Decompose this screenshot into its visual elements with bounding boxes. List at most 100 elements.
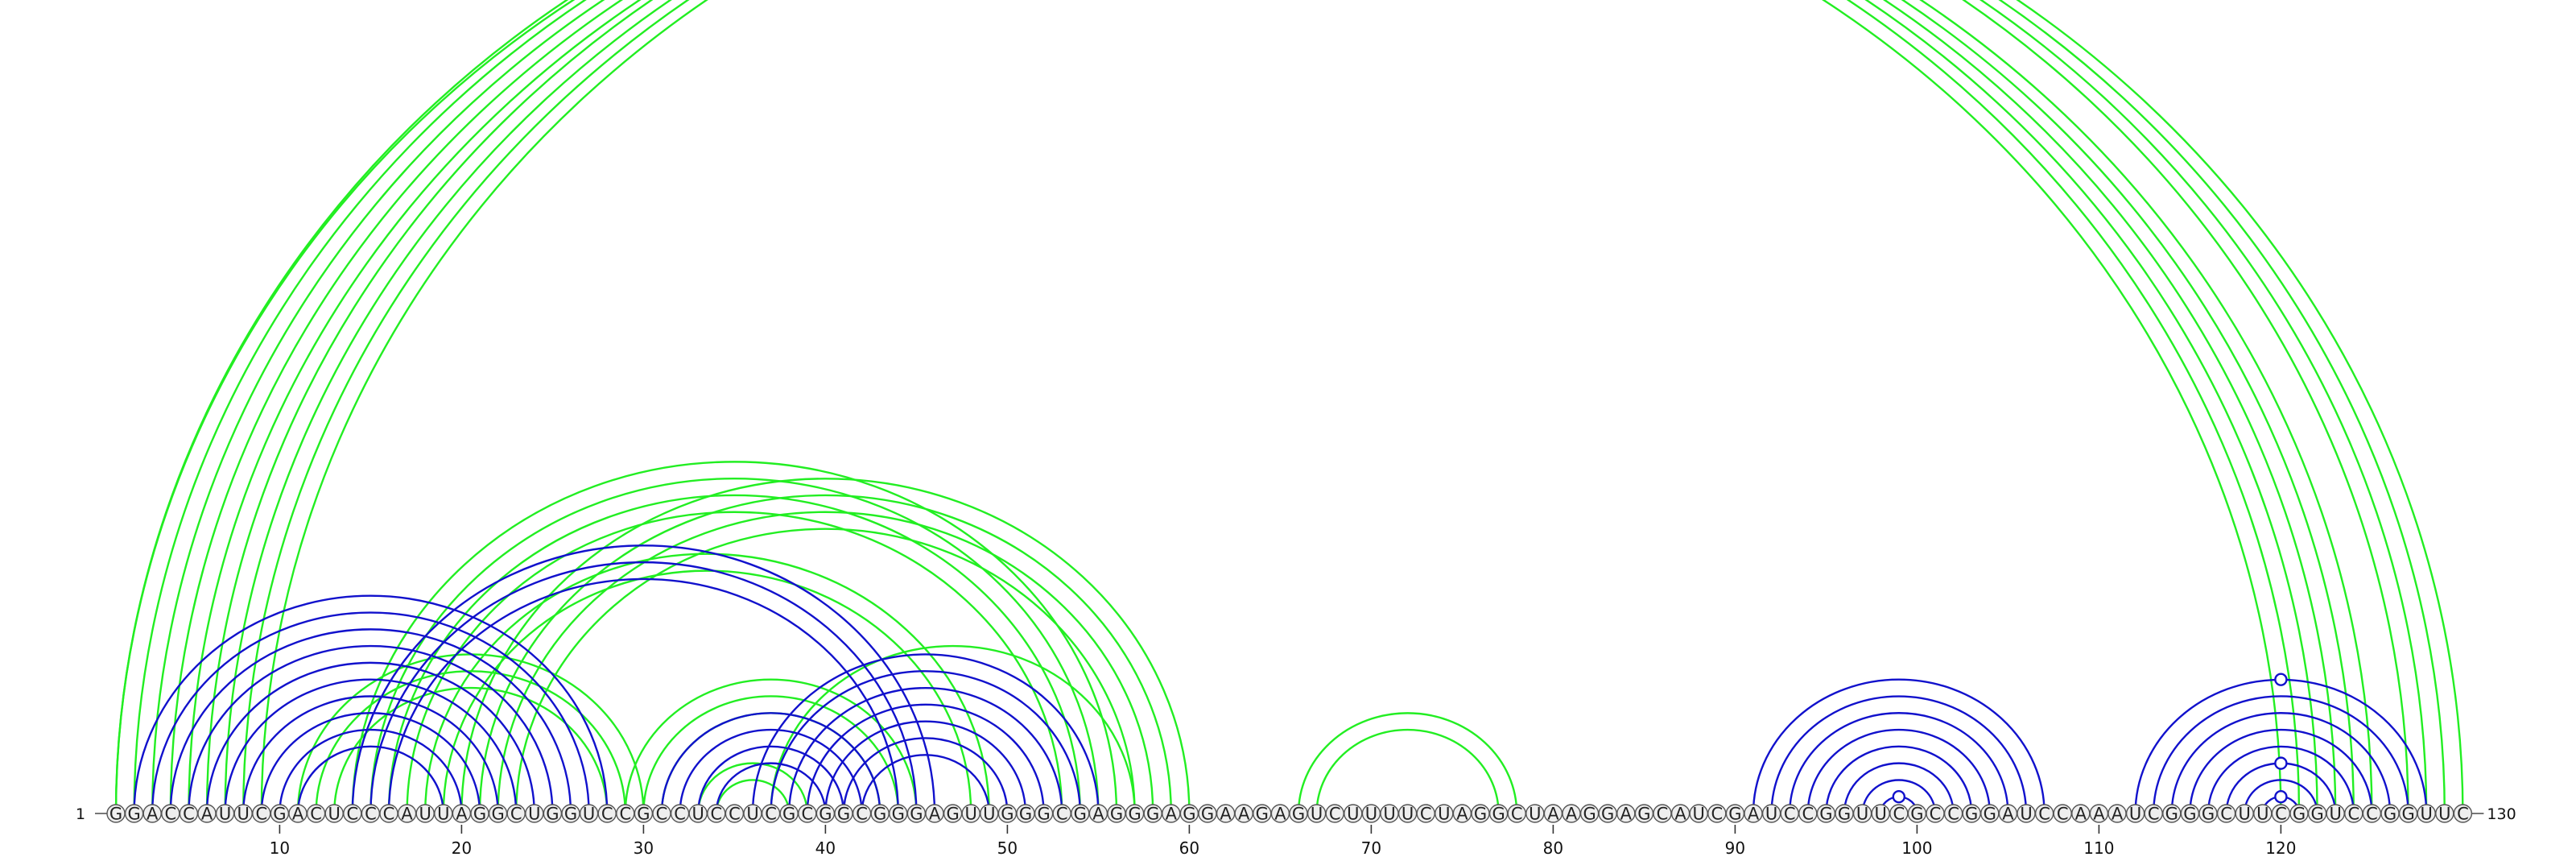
nucleotide-68: C [1325,804,1344,824]
nucleotide-126: G [2380,804,2400,824]
nucleotide-88: U [1689,804,1708,824]
nucleotide-letter: C [656,805,668,824]
blue-arc-5-25 [188,644,554,814]
nucleotide-letter: G [637,805,650,824]
nucleotide-letter: G [2310,805,2323,824]
nucleotide-letter: G [1001,805,1013,824]
nucleotide-letter: C [2220,805,2232,824]
nucleotide-7: U [215,804,235,824]
nucleotide-letter: G [873,805,886,824]
nucleotide-letter: G [2183,805,2196,824]
nucleotide-letter: G [546,805,559,824]
green-arc-30-44 [642,695,899,814]
green-arc-29-45 [624,678,918,814]
nucleotide-letter: U [746,805,758,824]
nucleotide-letter: C [1784,805,1796,824]
nucleotide-letter: C [2347,805,2359,824]
nucleotide-112: U [2125,804,2145,824]
nucleotide-letter: A [1238,805,1250,824]
nucleotide-letter: A [1566,805,1578,824]
nucleotide-93: C [1780,804,1799,824]
nucleotide-62: A [1216,804,1236,824]
nucleotide-letter: U [328,805,341,824]
nucleotide-letter: U [1402,805,1414,824]
nucleotide-letter: G [1128,805,1141,824]
nucleotide-46: A [925,804,944,824]
nucleotide-letter: U [2129,805,2141,824]
blue-arc-42-49 [861,754,990,814]
green-arc-2-122 [133,0,2318,814]
nucleotide-letter: C [2038,805,2050,824]
nucleotide-18: U [415,804,435,824]
blue-arc-37-54 [770,670,1081,814]
nucleotide-letter: C [1711,805,1723,824]
nucleotide-82: G [1579,804,1600,824]
nucleotide-letter: A [201,805,213,824]
nucleotide-42: C [852,804,872,824]
nucleotide-105: A [1998,804,2018,824]
nucleotide-96: G [1835,804,1854,824]
tick-label-110: 110 [2083,838,2114,857]
nucleotide-98: U [1871,804,1890,824]
nucleotide-letter: U [2256,805,2268,824]
nucleotide-58: G [1143,804,1162,824]
nucleotide-106: U [2017,804,2036,824]
nucleotide-letter: C [710,805,722,824]
nucleotide-111: A [2107,804,2127,824]
nucleotide-28: C [597,804,617,824]
blue-arc-40-51 [824,720,1027,814]
nucleotide-86: C [1653,804,1672,824]
blue-arc-94-104 [1806,728,1991,814]
blue-arc-115-125 [2189,728,2373,814]
nucleotide-letter: A [147,805,159,824]
nucleotide-26: G [561,804,580,824]
nucleotide-letter: G [2401,805,2414,824]
nucleotide-letter: A [2093,805,2105,824]
green-arc-22-58 [497,511,1154,814]
nucleotide-letter: G [1474,805,1487,824]
tick-label-120: 120 [2265,838,2296,857]
nucleotide-letter: G [273,805,286,824]
nucleotide-letter: G [1110,805,1123,824]
nucleotide-letter: U [1856,805,1868,824]
nucleotide-61: G [1198,804,1217,824]
green-arc-4-124 [169,0,2355,814]
nucleotide-127: G [2398,804,2418,824]
nucleotide-letter: G [2293,805,2306,824]
nucleotide-letter: A [929,805,941,824]
tick-label-50: 50 [997,838,1018,857]
blue-arc-95-103 [1825,745,1973,814]
nucleotide-letter: U [528,805,540,824]
blue-arc-116-124 [2207,745,2355,814]
nucleotide-52: G [1034,804,1054,824]
green-arc-6-127 [205,0,2409,814]
nucleotide-letter: U [1693,805,1705,824]
nucleotide-116: G [2198,804,2218,824]
blue-arc-97-101 [1861,779,1937,814]
green-arc-1-120 [114,0,2282,814]
nucleotide-110: A [2089,804,2109,824]
nucleotide-letter: G [1910,805,1923,824]
blue-arc-11-19 [296,745,444,814]
blue-arc-6-24 [205,661,535,814]
nucleotide-letter: G [1492,805,1505,824]
nucleotide-letter: U [2239,805,2251,824]
nucleotide-letter: U [1311,805,1323,824]
nucleotide-54: G [1071,804,1090,824]
nucleotide-16: C [379,804,398,824]
nucleotide-letter: U [1765,805,1777,824]
nucleotide-letter: A [2112,805,2124,824]
nucleotide-letter: C [729,805,741,824]
blue-arc-16-44 [387,577,899,814]
nucleotide-letter: C [765,805,777,824]
nucleotide-letter: G [1146,805,1159,824]
nucleotide-101: C [1926,804,1945,824]
nucleotide-45: G [906,804,927,824]
arc-marker-119-121 [2274,790,2288,804]
tick-label-90: 90 [1725,838,1745,857]
nucleotide-letter: U [583,805,595,824]
nucleotide-letter: G [1256,805,1269,824]
nucleotide-10: G [270,804,290,824]
nucleotide-letter: G [1183,805,1195,824]
